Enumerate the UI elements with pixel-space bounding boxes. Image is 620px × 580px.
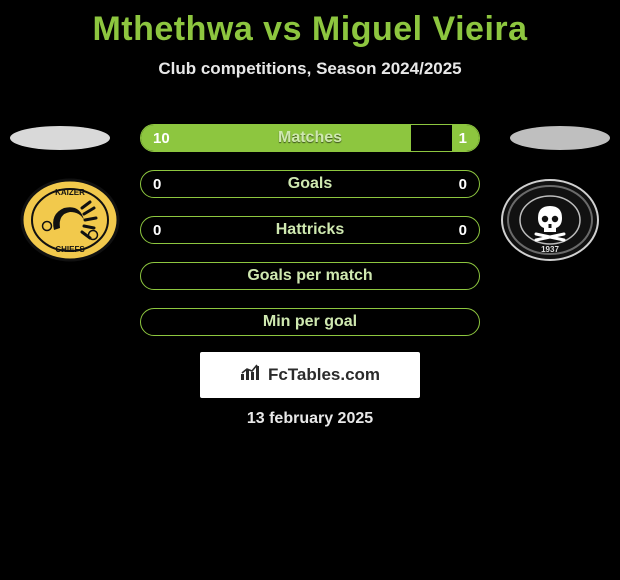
source-badge: FcTables.com (200, 352, 420, 398)
stat-label: Hattricks (141, 217, 479, 243)
stat-label: Goals (141, 171, 479, 197)
page-subtitle: Club competitions, Season 2024/2025 (0, 59, 620, 79)
footer-date: 13 february 2025 (0, 410, 620, 428)
stat-row: 0 0 Goals (140, 170, 480, 198)
stats-container: 10 1 Matches 0 0 Goals 0 0 Hattricks Goa… (140, 124, 480, 354)
badge-left-text-top: KAIZER (55, 188, 85, 197)
club-badge-left: KAIZER CHIEFS (20, 178, 120, 262)
source-label: FcTables.com (268, 365, 380, 385)
stat-row: Goals per match (140, 262, 480, 290)
player-right-avatar (510, 126, 610, 150)
player-left-avatar (10, 126, 110, 150)
stat-row: 0 0 Hattricks (140, 216, 480, 244)
chart-icon (240, 364, 262, 387)
stat-row: Min per goal (140, 308, 480, 336)
stat-label: Matches (141, 125, 479, 151)
stat-label: Goals per match (141, 263, 479, 289)
club-badge-right: 1937 (500, 178, 600, 262)
stat-row: 10 1 Matches (140, 124, 480, 152)
badge-right-year: 1937 (541, 245, 559, 254)
badge-left-text-bottom: CHIEFS (55, 245, 85, 254)
page-title: Mthethwa vs Miguel Vieira (0, 0, 620, 49)
stat-label: Min per goal (141, 309, 479, 335)
